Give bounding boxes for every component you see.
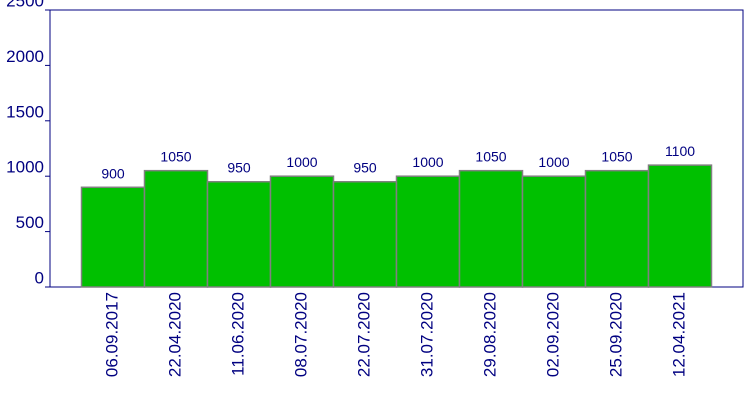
y-tick-label: 1500 [6,102,44,121]
bar [458,169,524,288]
value-label: 1050 [160,149,191,165]
bar [647,164,713,288]
x-tick-label: 06.09.2017 [102,292,121,377]
y-tick-label: 0 [35,268,44,287]
value-label: 1050 [475,149,506,165]
bar [80,186,146,288]
bar [269,175,335,288]
y-tick-label: 2500 [6,0,44,10]
x-tick-label: 12.04.2021 [669,292,688,377]
bar [395,175,461,288]
value-label: 1000 [286,154,317,170]
y-tick-label: 500 [16,213,44,232]
x-tick-label: 08.07.2020 [291,292,310,377]
value-label: 950 [353,160,377,176]
bar [143,169,209,288]
y-tick-label: 2000 [6,47,44,66]
bar [206,180,272,288]
value-label: 1050 [601,149,632,165]
bar [521,175,587,288]
y-tick-label: 1000 [6,158,44,177]
x-tick-label: 22.04.2020 [165,292,184,377]
value-label: 1000 [538,154,569,170]
x-tick-label: 22.07.2020 [354,292,373,377]
value-label: 950 [227,160,251,176]
value-label: 900 [101,165,125,181]
x-tick-label: 11.06.2020 [228,292,247,376]
bar [332,180,398,288]
value-label: 1000 [412,154,443,170]
x-tick-label: 31.07.2020 [417,292,436,377]
value-label: 1100 [665,143,695,159]
bar [584,169,650,288]
x-tick-label: 25.09.2020 [606,292,625,377]
x-tick-label: 29.08.2020 [480,292,499,377]
x-tick-label: 02.09.2020 [543,292,562,377]
